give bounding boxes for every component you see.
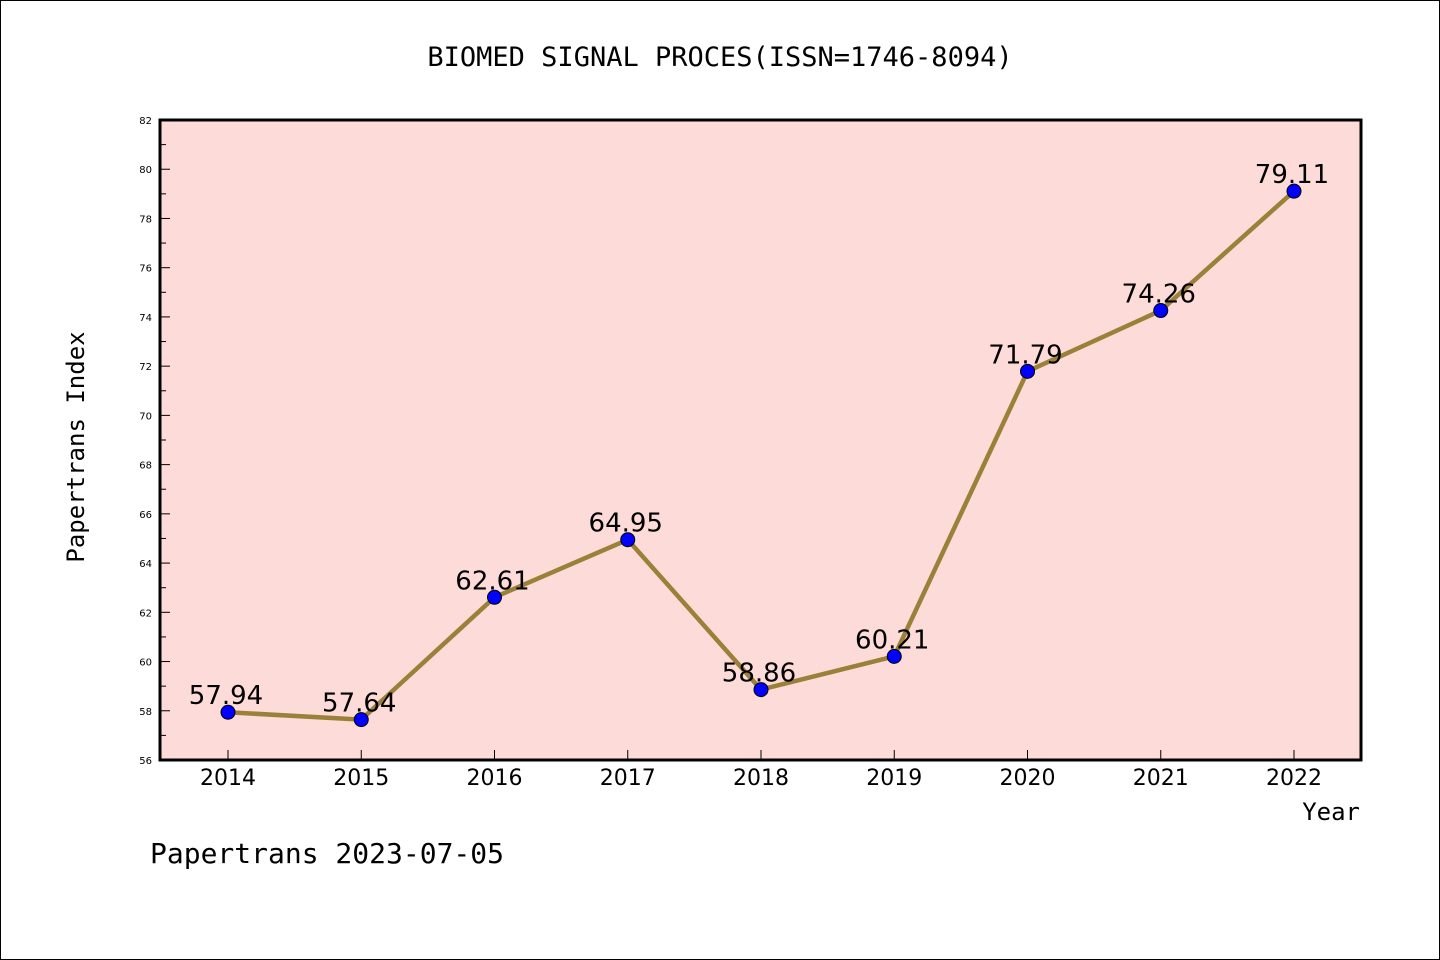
data-point: [620, 532, 636, 548]
x-axis-label: Year: [1302, 798, 1360, 826]
data-label: 57.64: [322, 689, 396, 719]
data-point: [1153, 303, 1169, 319]
data-point: [353, 712, 369, 728]
y-tick-label: 82: [139, 116, 152, 127]
x-tick-label: 2017: [600, 766, 656, 791]
data-markers: [220, 183, 1302, 728]
data-label: 64.95: [589, 509, 663, 539]
y-tick-label: 68: [139, 461, 152, 472]
data-label: 60.21: [855, 625, 929, 655]
x-tick-label: 2015: [333, 766, 389, 791]
y-tick-label: 58: [139, 707, 152, 718]
y-tick-label: 66: [139, 510, 152, 521]
data-label: 62.61: [455, 566, 529, 596]
y-tick-label: 80: [139, 165, 152, 176]
data-label: 58.86: [722, 659, 796, 689]
y-tick-label: 72: [139, 362, 152, 373]
data-label: 71.79: [988, 340, 1062, 370]
x-tick-label: 2020: [1000, 766, 1056, 791]
y-tick-label: 74: [139, 313, 152, 324]
chart-title: BIOMED SIGNAL PROCES(ISSN=1746-8094): [427, 42, 1012, 73]
data-label: 57.94: [189, 681, 263, 711]
y-tick-label: 76: [139, 264, 152, 275]
y-tick-label: 62: [139, 608, 152, 619]
y-tick-label: 70: [139, 411, 152, 422]
y-tick-label: 78: [139, 214, 152, 225]
x-tick-label: 2019: [866, 766, 922, 791]
data-point: [220, 704, 236, 720]
plot-border: [158, 118, 1363, 762]
y-tick-label: 64: [139, 559, 152, 570]
x-tick-label: 2022: [1266, 766, 1322, 791]
data-point: [886, 648, 902, 664]
y-axis-label: Papertrans Index: [62, 331, 90, 562]
footer-date: Papertrans 2023-07-05: [150, 837, 504, 870]
y-tick-label: 60: [139, 658, 152, 669]
x-axis: 2014 2015 2016 2017 2018 2019 2020 2021 2022: [200, 750, 1322, 791]
data-labels: 57.94 57.64 62.61 64.95 58.86 60.21 71.79 74.26…: [189, 160, 1329, 718]
plot-area: [160, 120, 1361, 760]
x-tick-label: 2014: [200, 766, 256, 791]
x-tick-label: 2018: [733, 766, 789, 791]
data-point: [1020, 363, 1035, 379]
data-point: [487, 589, 502, 605]
data-point: [753, 682, 769, 698]
data-point: [1286, 183, 1302, 199]
x-tick-label: 2021: [1133, 766, 1189, 791]
x-tick-label: 2016: [467, 766, 523, 791]
data-label: 74.26: [1122, 280, 1196, 310]
y-tick-label: 56: [139, 756, 152, 767]
data-label: 79.11: [1255, 160, 1329, 190]
